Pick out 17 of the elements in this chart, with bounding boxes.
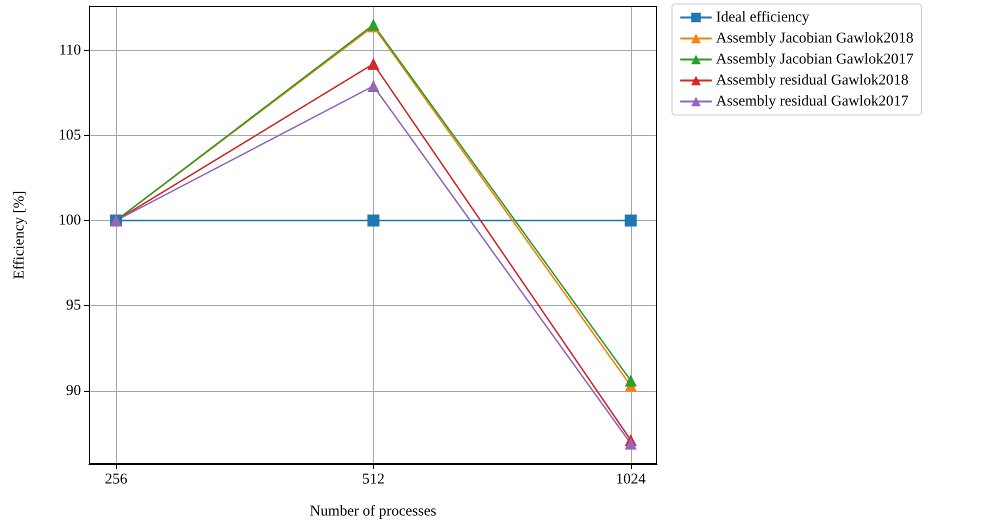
legend-label: Assembly Jacobian Gawlok2017 xyxy=(716,52,914,68)
legend-label: Assembly residual Gawlok2017 xyxy=(716,94,909,110)
legend-label: Assembly residual Gawlok2018 xyxy=(716,72,908,88)
x-axis-title: Number of processes xyxy=(310,504,436,520)
x-tick-label: 1024 xyxy=(616,472,646,488)
y-tick-label: 100 xyxy=(58,212,81,229)
y-tick-label: 95 xyxy=(66,298,81,314)
x-tick-label: 512 xyxy=(362,472,385,488)
x-tick-label: 256 xyxy=(104,472,128,488)
point xyxy=(624,214,637,227)
point xyxy=(367,214,380,227)
y-tick-label: 110 xyxy=(59,42,81,58)
y-tick-label: 105 xyxy=(58,127,81,144)
legend-label: Assembly Jacobian Gawlok2018 xyxy=(716,30,914,46)
y-tick-label: 90 xyxy=(66,382,81,399)
legend-label: Ideal efficiency xyxy=(716,10,810,26)
y-axis-title: Efficiency [%] xyxy=(12,190,28,280)
